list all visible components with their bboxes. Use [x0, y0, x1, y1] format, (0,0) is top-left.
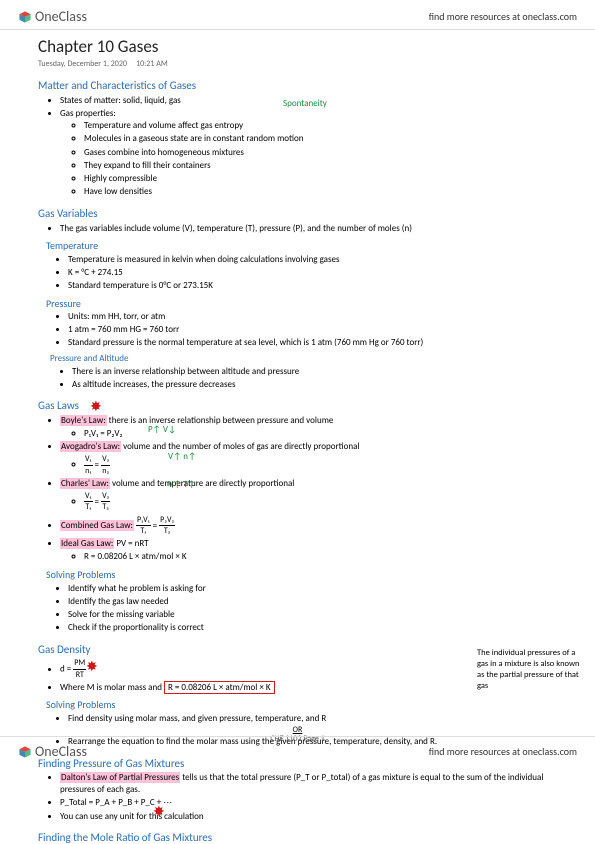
list-item: There is an inverse relationship between… — [72, 365, 557, 378]
handwritten-annotation: P↑ V↓ — [148, 424, 176, 435]
equation: V₁T₁ = V₂T₂ — [84, 490, 557, 514]
bullet-list: Identify what he problem is asking for I… — [38, 582, 557, 635]
subsection-heading: Solving Problems — [46, 698, 557, 711]
list-item: Have low densities — [84, 185, 557, 198]
highlighted-law: Dalton's Law of Partial Pressures — [60, 772, 180, 783]
handwritten-annotation: V↑ n↑ — [168, 451, 196, 462]
subsection-heading: Temperature — [46, 239, 557, 252]
bullet-list: The gas variables include volume (V), te… — [38, 222, 557, 235]
highlighted-law: Boyle's Law: — [60, 415, 107, 426]
cube-icon — [18, 745, 32, 759]
list-item: You can use any unit for this calculatio… — [60, 810, 557, 823]
text: PV = nRT — [114, 538, 148, 549]
text: Gas properties: — [60, 108, 116, 119]
cube-icon — [18, 10, 32, 24]
list-item: Highly compressible — [84, 172, 557, 185]
highlighted-law: Ideal Gas Law: — [60, 538, 114, 549]
subsection-heading: Solving Problems — [46, 568, 557, 581]
list-item: Temperature and volume affect gas entrop… — [84, 120, 557, 133]
document-body: Chapter 10 Gases Tuesday, December 1, 20… — [0, 30, 595, 844]
text: Gas Laws — [38, 399, 79, 412]
list-item: Check if the proportionality is correct — [68, 621, 557, 634]
list-item: Dalton's Law of Partial Pressures tells … — [60, 772, 557, 797]
text: there is an inverse relationship between… — [107, 415, 334, 426]
time-text: 10:21 AM — [136, 59, 168, 69]
list-item: As altitude increases, the pressure decr… — [72, 378, 557, 391]
list-item: Standard temperature is 0°C or 273.15K — [68, 280, 557, 293]
brand-logo: OneClass — [18, 8, 87, 25]
page-title: Chapter 10 Gases — [38, 36, 557, 57]
list-item: 1 atm = 760 mm HG = 760 torr — [68, 324, 557, 337]
bullet-list: Find density using molar mass, and given… — [38, 712, 557, 725]
list-item: Solve for the missing variable — [68, 608, 557, 621]
list-item: Combined Gas Law: P₁V₁T₁ = P₂V₂T₂ — [60, 514, 557, 538]
brand-name: OneClass — [35, 743, 87, 760]
text: d = — [60, 664, 73, 675]
equation: P_Total = P_A + P_B + P_C + ⋯ — [60, 797, 557, 810]
list-item: Avogadro's Law: volume and the number of… — [60, 441, 557, 478]
handwritten-annotation: V↑ T↑ — [168, 479, 196, 490]
list-item: Boyle's Law: there is an inverse relatio… — [60, 414, 557, 440]
boxed-constant: R = 0.08206 L × atm/mol × K — [164, 681, 275, 694]
bullet-list: Dalton's Law of Partial Pressures tells … — [38, 772, 557, 824]
list-item: Charles' Law: volume and temperature are… — [60, 477, 557, 514]
list-item: The gas variables include volume (V), te… — [60, 222, 557, 235]
text: Where M is molar mass and — [60, 682, 164, 693]
find-more-link[interactable]: find more resources at oneclass.com — [429, 10, 577, 23]
date-text: Tuesday, December 1, 2020 — [38, 59, 127, 69]
text: volume and temperature are directly prop… — [110, 478, 294, 489]
list-item: Gases combine into homogeneous mixtures — [84, 146, 557, 159]
list-item: Standard pressure is the normal temperat… — [68, 337, 557, 350]
star-icon: ✸ — [153, 803, 165, 820]
margin-note: The individual pressures of a gas in a m… — [477, 648, 585, 692]
bullet-list: Units: mm HH, torr, or atm 1 atm = 760 m… — [38, 311, 557, 350]
section-heading: Gas Laws — [38, 399, 557, 412]
handwritten-annotation: Spontaneity — [283, 98, 327, 109]
page-header: OneClass find more resources at oneclass… — [0, 0, 595, 30]
list-item: Identify what he problem is asking for — [68, 582, 557, 595]
section-heading: Matter and Characteristics of Gases — [38, 79, 557, 92]
bullet-list: There is an inverse relationship between… — [38, 365, 557, 391]
brand-name: OneClass — [35, 8, 87, 25]
text: volume and the number of moles of gas ar… — [121, 441, 359, 452]
list-item: K = °C + 274.15 — [68, 266, 557, 279]
list-item: Temperature is measured in kelvin when d… — [68, 253, 557, 266]
star-icon: ✸ — [90, 398, 102, 415]
bullet-list: Boyle's Law: there is an inverse relatio… — [38, 414, 557, 564]
find-more-link[interactable]: find more resources at oneclass.com — [429, 745, 577, 758]
highlighted-law: Combined Gas Law: — [60, 520, 134, 531]
section-heading: Finding the Mole Ratio of Gas Mixtures — [38, 831, 557, 844]
list-item: Units: mm HH, torr, or atm — [68, 311, 557, 324]
equation: R = 0.08206 L × atm/mol × K — [84, 550, 557, 563]
list-item: Identify the gas law needed — [68, 595, 557, 608]
subsubsection-heading: Pressure and Altitude — [50, 353, 557, 364]
list-item: They expand to fill their containers — [84, 159, 557, 172]
equation: V₁n₁ = V₂n₂ — [84, 453, 557, 477]
list-item: Molecules in a gaseous state are in cons… — [84, 133, 557, 146]
timestamp: Tuesday, December 1, 2020 10:21 AM — [38, 59, 557, 69]
highlighted-law: Avogadro's Law: — [60, 441, 121, 452]
list-item: Ideal Gas Law: PV = nRT R = 0.08206 L × … — [60, 538, 557, 564]
highlighted-law: Charles' Law: — [60, 478, 110, 489]
page-footer: OneClass find more resources at oneclass… — [0, 736, 595, 770]
star-icon: ✸ — [86, 658, 98, 675]
subsection-heading: Pressure — [46, 297, 557, 310]
list-item: Gas properties: Temperature and volume a… — [60, 107, 557, 199]
bullet-list: States of matter: solid, liquid, gas Gas… — [38, 94, 557, 199]
section-heading: Gas Variables — [38, 207, 557, 220]
bullet-list: Temperature is measured in kelvin when d… — [38, 253, 557, 292]
brand-logo: OneClass — [18, 743, 87, 760]
list-item: Find density using molar mass, and given… — [68, 712, 557, 725]
